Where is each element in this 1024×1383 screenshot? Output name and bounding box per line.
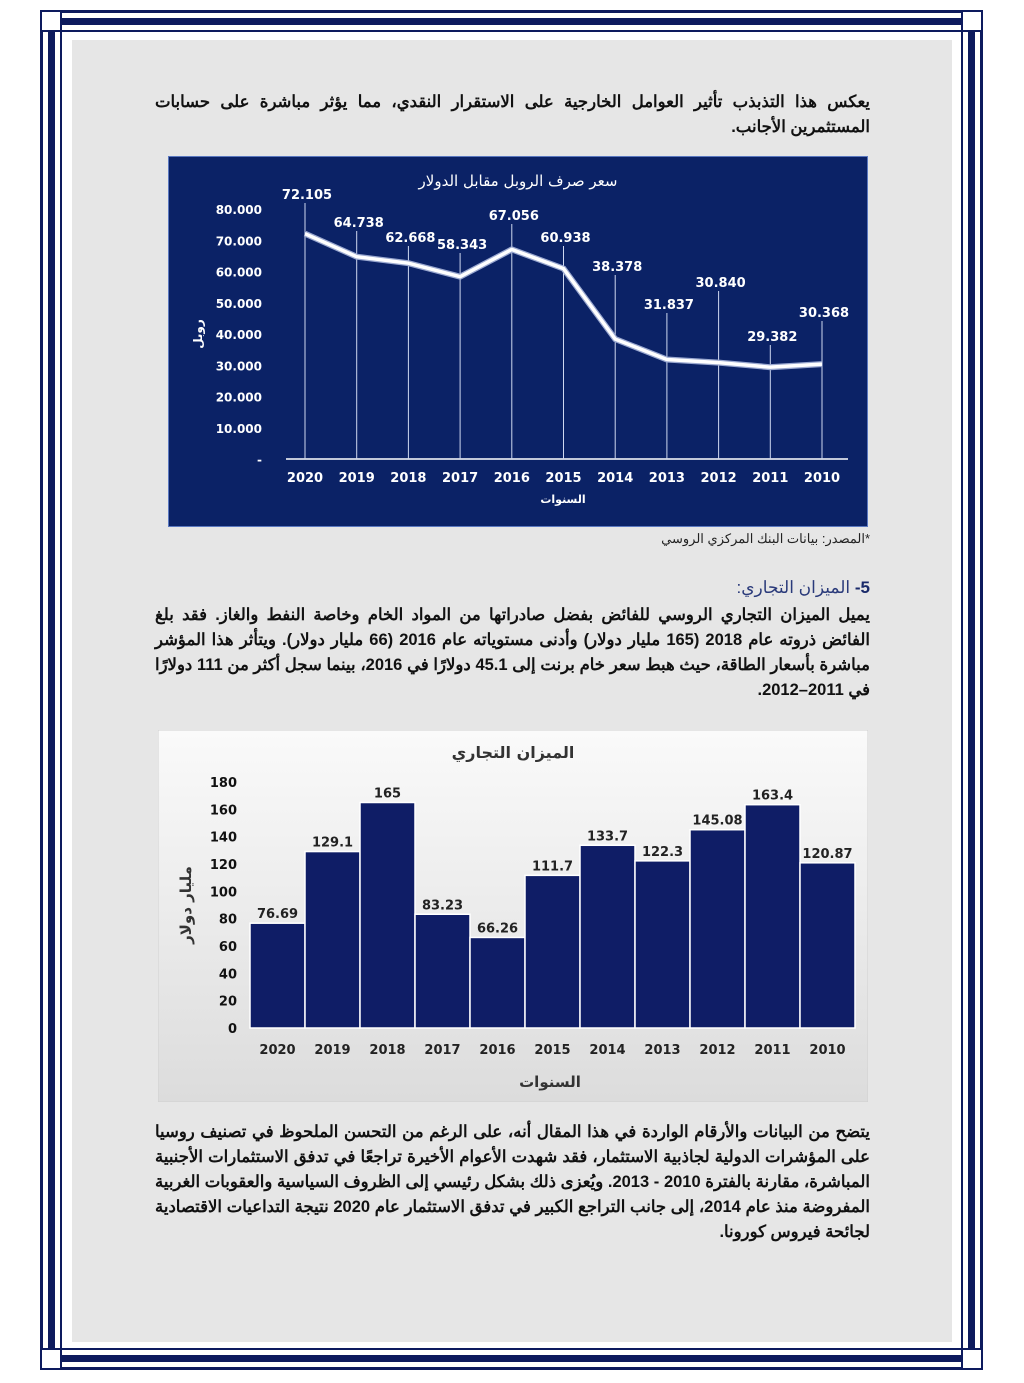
x-tick-label: 2019: [339, 471, 375, 486]
x-tick-label: 2013: [644, 1043, 680, 1058]
data-label: 122.3: [642, 845, 683, 860]
x-tick-label: 2011: [754, 1043, 790, 1058]
x-tick-label: 2017: [424, 1043, 460, 1058]
data-label: 62.668: [385, 231, 435, 246]
x-tick-label: 2014: [589, 1043, 625, 1058]
data-label: 30.368: [799, 306, 849, 321]
x-tick-label: 2020: [259, 1043, 295, 1058]
data-label: 64.738: [334, 216, 384, 231]
bar: [414, 913, 471, 1029]
y-tick-label: 40: [219, 967, 237, 982]
data-label: 145.08: [692, 814, 742, 829]
data-label: 120.87: [802, 847, 852, 862]
y-tick-label: 50.000: [216, 297, 262, 311]
y-tick-label: 20: [219, 995, 237, 1010]
x-tick-label: 2010: [809, 1043, 845, 1058]
x-tick-label: 2020: [287, 471, 323, 486]
y-tick-label: 0: [228, 1022, 237, 1037]
y-tick-label: 140: [210, 831, 237, 846]
data-label: 72.105: [282, 188, 332, 203]
data-label: 31.837: [644, 298, 694, 313]
y-tick-label: 40.000: [216, 328, 262, 342]
x-tick-label: 2015: [545, 471, 581, 486]
page-frame: [48, 18, 975, 1362]
y-tick-label: 100: [210, 885, 237, 900]
chart-background: [168, 156, 868, 527]
data-label: 29.382: [747, 330, 797, 345]
y-tick-label: 120: [210, 858, 237, 873]
series-line: [304, 232, 823, 369]
y-axis-title: روبل: [191, 319, 206, 349]
x-tick-label: 2013: [649, 471, 685, 486]
y-axis-title: مليار دولار: [177, 866, 195, 945]
data-label: 83.23: [422, 898, 463, 913]
x-tick-label: 2012: [701, 471, 737, 486]
data-label: 111.7: [532, 859, 573, 874]
y-tick-label: 80: [219, 913, 237, 928]
ruble-exchange-chart: سعر صرف الروبل مقابل الدولار - 10.000 20.00…: [168, 156, 868, 527]
y-tick-label: 60.000: [216, 266, 262, 280]
x-tick-label: 2018: [369, 1043, 405, 1058]
y-tick-label: 70.000: [216, 234, 262, 248]
section-title: الميزان التجاري:: [736, 578, 855, 597]
x-tick-label: 2016: [479, 1043, 515, 1058]
section-number: 5-: [854, 578, 870, 597]
data-label: 58.343: [437, 238, 487, 253]
x-tick-label: 2012: [699, 1043, 735, 1058]
chart-title: سعر صرف الروبل مقابل الدولار: [418, 172, 618, 190]
bar: [249, 922, 306, 1029]
bar: [469, 936, 526, 1029]
conclusion-paragraph: يتضح من البيانات والأرقام الواردة في هذا…: [155, 1123, 870, 1241]
y-tick-label: 80.000: [216, 203, 262, 217]
data-label: 129.1: [312, 836, 353, 851]
frame-corner: [40, 10, 62, 32]
data-label: 30.840: [696, 276, 746, 291]
x-tick-label: 2010: [804, 471, 840, 486]
frame-corner: [40, 1348, 62, 1370]
x-tick-label: 2017: [442, 471, 478, 486]
x-tick-label: 2014: [597, 471, 633, 486]
x-tick-label: 2019: [314, 1043, 350, 1058]
data-label: 165: [374, 787, 401, 802]
data-label: 38.378: [592, 260, 642, 275]
y-tick-label: 10.000: [216, 422, 262, 436]
y-tick-label: 180: [210, 776, 237, 791]
bar: [579, 844, 636, 1029]
data-label: 163.4: [752, 789, 793, 804]
trade-balance-chart: الميزان التجاري 0 20 40 60 80 100 120 140 160 180 7…: [158, 730, 868, 1102]
data-label: 76.69: [257, 907, 298, 922]
page-frame-inner: [60, 30, 963, 1350]
y-tick-label: 20.000: [216, 391, 262, 405]
data-label: 67.056: [489, 209, 539, 224]
data-label: 133.7: [587, 829, 628, 844]
data-label: 66.26: [477, 921, 518, 936]
x-axis-title: السنوات: [540, 493, 585, 506]
y-tick-label: 30.000: [216, 359, 262, 373]
x-tick-label: 2011: [752, 471, 788, 486]
intro-paragraph: يعكس هذا التذبذب تأثير العوامل الخارجية …: [155, 93, 870, 136]
x-tick-label: 2015: [534, 1043, 570, 1058]
x-tick-label: 2016: [494, 471, 530, 486]
data-label: 60.938: [540, 231, 590, 246]
y-tick-label: 160: [210, 803, 237, 818]
page-frame-outer: [40, 10, 983, 1370]
bar: [634, 860, 691, 1029]
bar: [304, 850, 361, 1029]
frame-corner: [961, 1348, 983, 1370]
trade-paragraph: يميل الميزان التجاري الروسي للفائض بفضل …: [155, 606, 870, 699]
bar: [744, 803, 801, 1029]
y-tick-label: -: [257, 453, 262, 467]
x-axis-title: السنوات: [519, 1073, 581, 1091]
section-heading: 5- الميزان التجاري:: [600, 578, 870, 598]
bar: [524, 874, 581, 1029]
bar: [689, 828, 746, 1029]
y-tick-label: 60: [219, 940, 237, 955]
x-tick-label: 2018: [390, 471, 426, 486]
chart-title: الميزان التجاري: [452, 743, 575, 763]
source-note: *المصدر: بيانات البنك المركزي الروسي: [661, 531, 870, 546]
bar: [359, 801, 416, 1029]
frame-corner: [961, 10, 983, 32]
bar: [799, 862, 856, 1029]
